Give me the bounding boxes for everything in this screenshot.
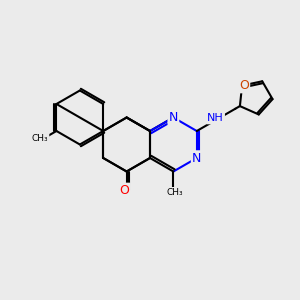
Text: O: O [120, 184, 130, 197]
Text: N: N [169, 111, 178, 124]
Text: O: O [239, 79, 249, 92]
Text: CH₃: CH₃ [166, 188, 183, 197]
Text: N: N [192, 152, 202, 164]
Text: CH₃: CH₃ [32, 134, 48, 143]
Text: NH: NH [207, 113, 224, 123]
